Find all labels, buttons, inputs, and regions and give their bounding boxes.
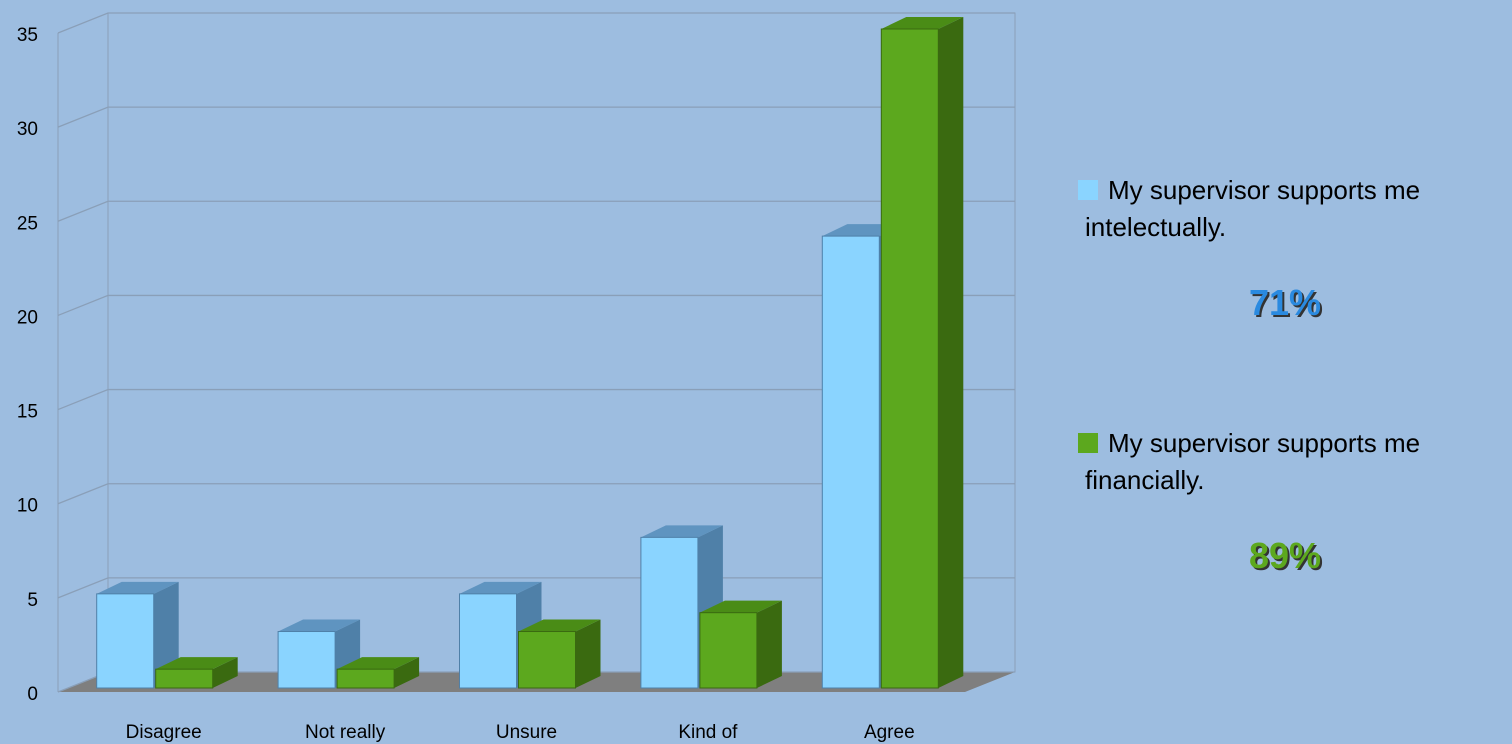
y-tick-label: 15	[17, 402, 38, 423]
grid-line	[57, 12, 1015, 34]
y-tick-label: 10	[17, 496, 38, 517]
bar-top	[337, 657, 420, 670]
bar-front	[336, 668, 395, 689]
legend-swatch	[1078, 180, 1098, 200]
bar-top	[96, 581, 179, 594]
bar-top	[278, 619, 361, 632]
bar-front	[459, 593, 517, 689]
y-tick-label: 35	[17, 25, 38, 46]
bar-front	[880, 28, 939, 689]
bar-top	[699, 600, 782, 613]
bar-front	[277, 631, 336, 689]
legend-swatch	[1078, 433, 1098, 453]
y-tick-label: 20	[17, 307, 38, 328]
bar-side	[394, 657, 420, 688]
y-tick-label: 25	[17, 213, 38, 234]
grid-line	[57, 294, 1015, 317]
bar-side	[938, 17, 964, 688]
grid-line	[57, 483, 1015, 505]
grid-line	[57, 388, 1015, 411]
bar-top	[640, 525, 723, 538]
bar-front	[96, 593, 155, 689]
legend-label: My supervisor supports me intelectually.	[1085, 175, 1421, 242]
bar-top	[155, 657, 238, 670]
bar	[155, 657, 238, 689]
grid-line	[57, 106, 1015, 128]
bar-side	[756, 600, 782, 688]
bar-front	[821, 235, 880, 689]
legend-label: My supervisor supports me financially.	[1085, 428, 1421, 495]
bar	[277, 619, 361, 689]
bar-top	[518, 619, 601, 632]
x-tick-label: Kind of	[678, 722, 738, 743]
bar-front	[699, 612, 758, 689]
y-tick-label: 5	[27, 590, 38, 611]
bar	[699, 600, 782, 689]
y-tick-label: 30	[17, 119, 38, 140]
bar-side	[212, 657, 238, 688]
bar	[880, 17, 964, 689]
x-tick-label: Not really	[305, 722, 386, 743]
bar-front	[155, 668, 214, 689]
bar-top	[459, 581, 542, 594]
grid-line	[57, 200, 1015, 222]
bar-front	[640, 536, 699, 689]
bar-top	[881, 17, 964, 29]
bar	[336, 657, 420, 689]
legend-annotation: 89%	[1248, 535, 1322, 576]
bar-side	[575, 619, 601, 688]
bar	[518, 619, 601, 689]
y-tick-label: 0	[27, 684, 38, 705]
x-tick-label: Agree	[864, 722, 915, 743]
x-tick-label: Unsure	[496, 722, 557, 743]
x-tick-label: Disagree	[126, 722, 202, 743]
legend-annotation: 71%	[1248, 282, 1322, 323]
bar-front	[518, 631, 576, 689]
bar	[96, 581, 179, 689]
